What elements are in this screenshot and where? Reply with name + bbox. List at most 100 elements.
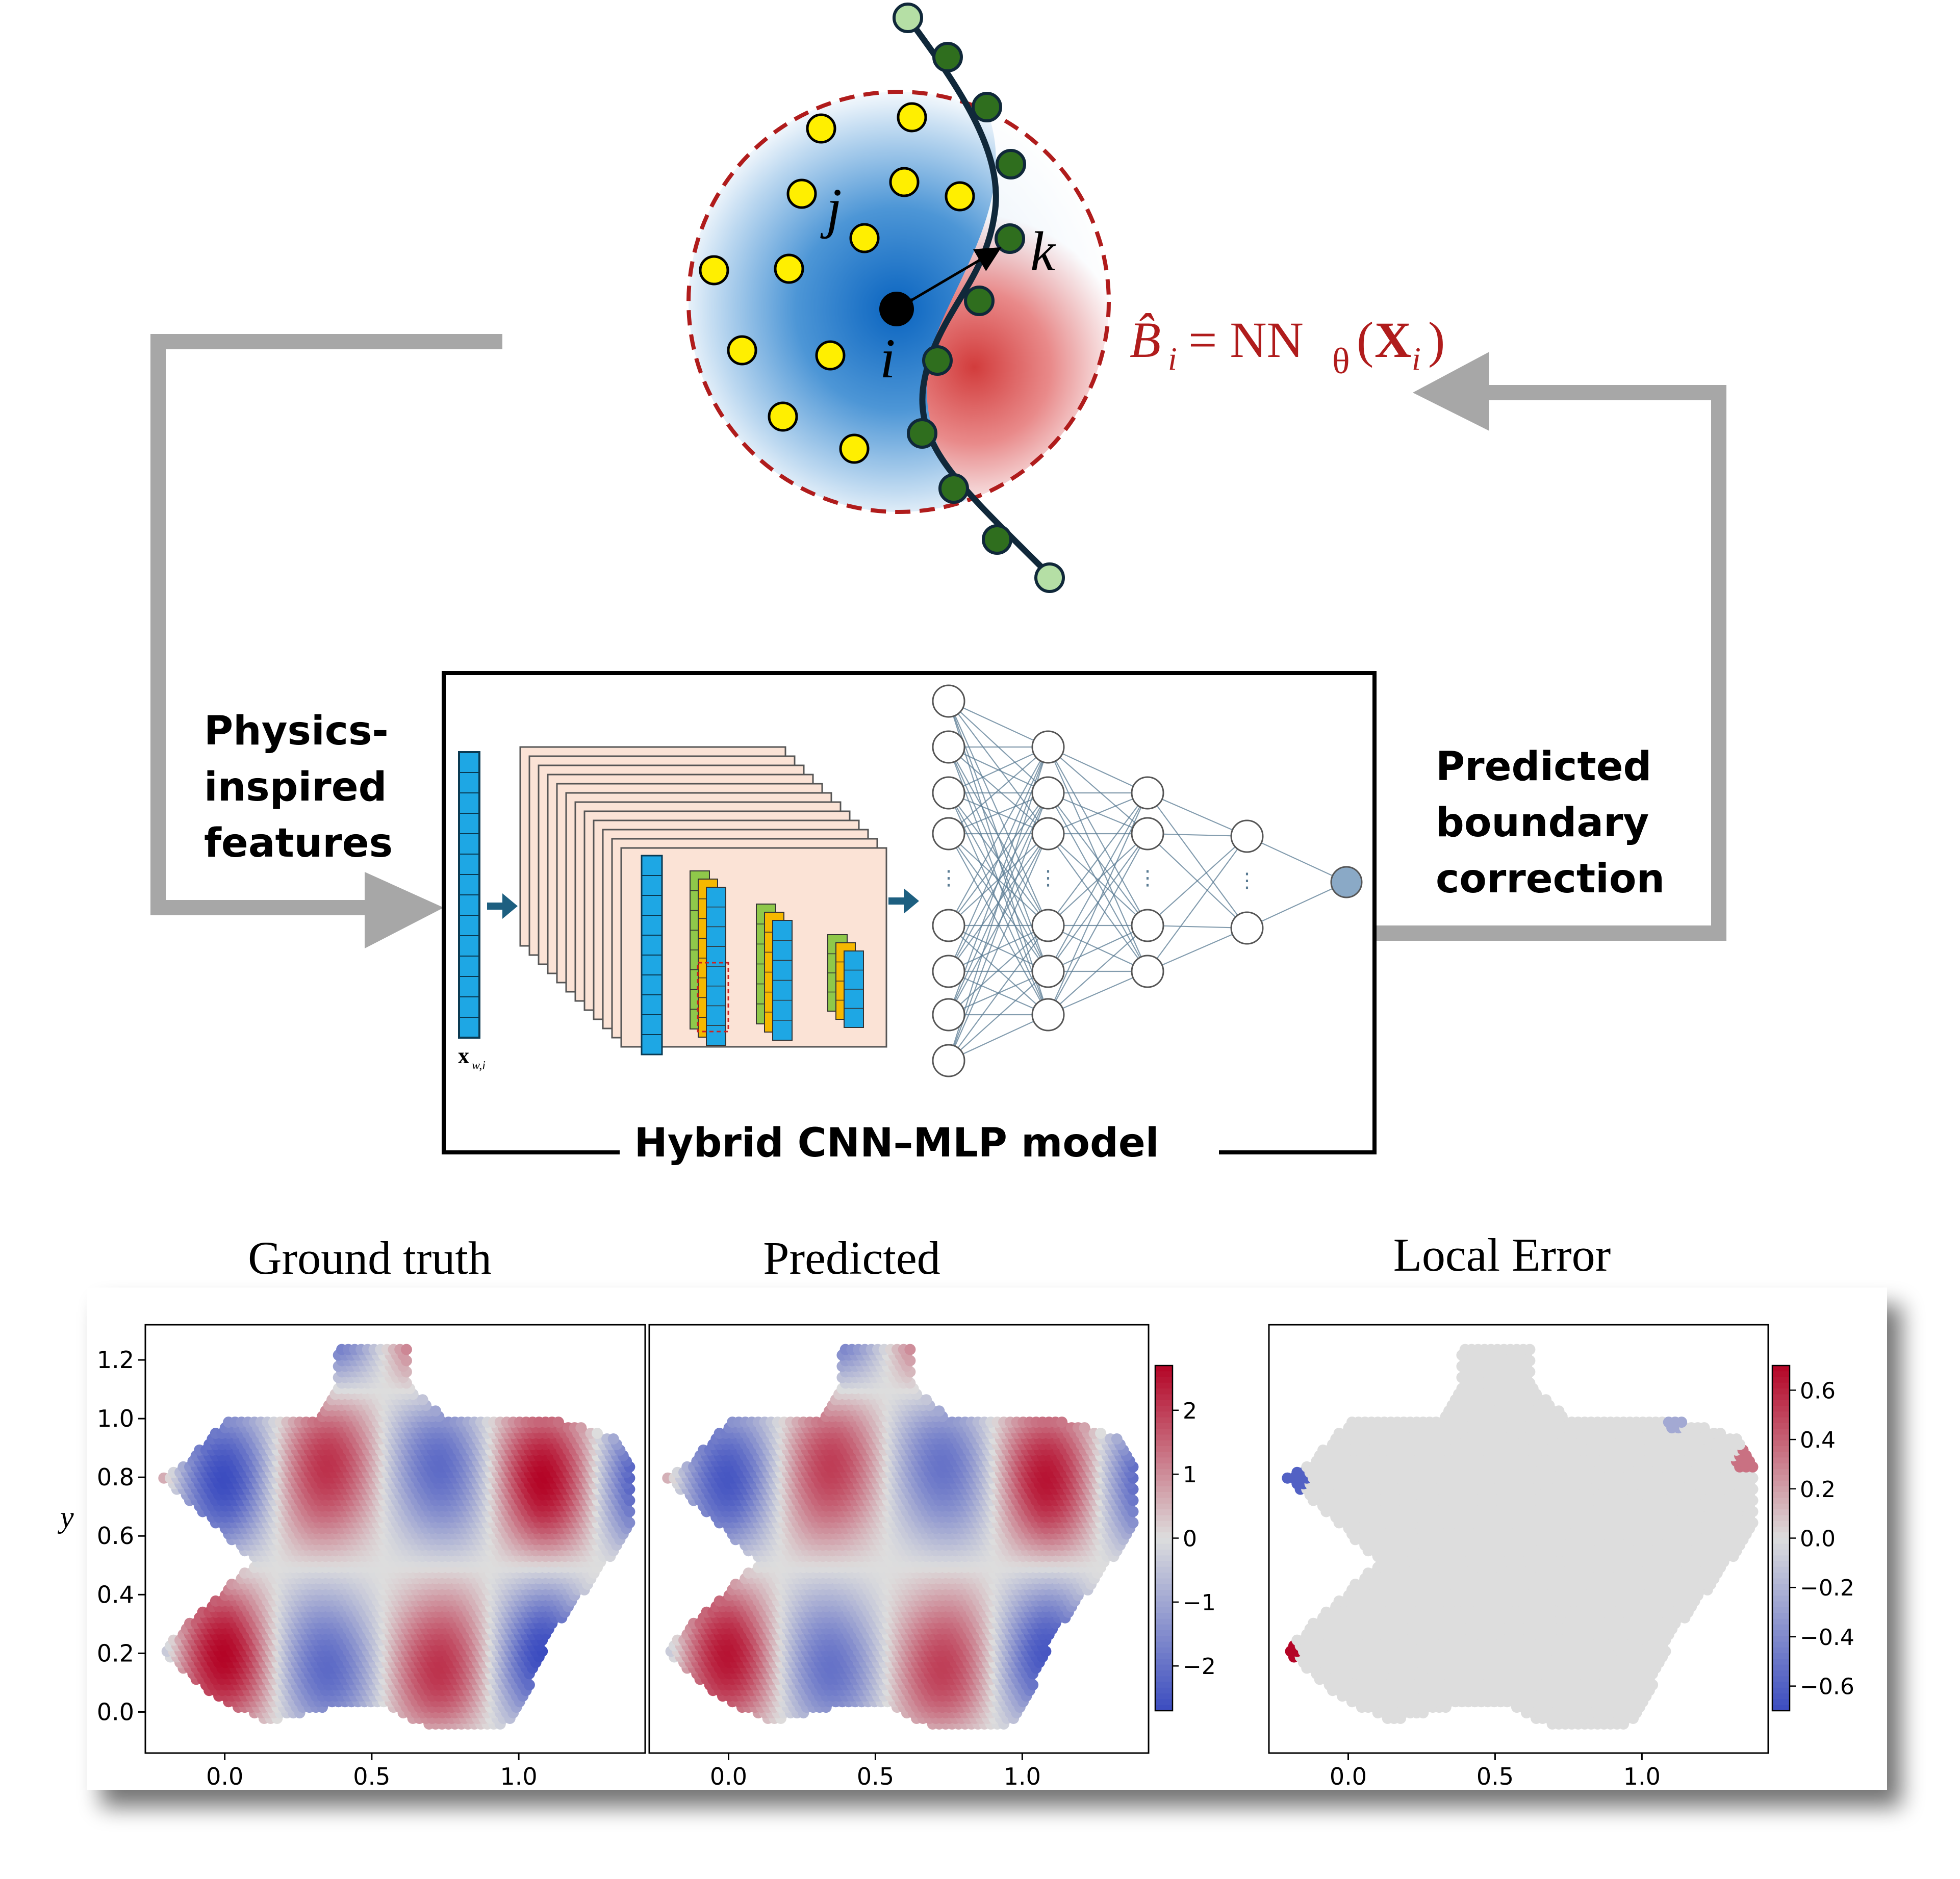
center-node-i bbox=[879, 292, 914, 326]
mlp-connection bbox=[1048, 970, 1148, 1016]
mlp-connection bbox=[948, 833, 1049, 1015]
mlp-connection bbox=[1147, 833, 1248, 837]
mlp-neuron-4-1 bbox=[1230, 819, 1264, 853]
interior-node-6 bbox=[849, 223, 880, 253]
plots-layer: 0.0 0.5 1.01.21.00.80.60.40.20.0y0.0 0.5 1.0… bbox=[57, 1324, 1854, 1790]
mlp-connection bbox=[948, 747, 1049, 834]
mlp-neuron-2-1 bbox=[1031, 730, 1065, 764]
interior-node-3 bbox=[786, 178, 817, 209]
right-loop-arrowhead bbox=[1413, 352, 1489, 431]
equation-theta: θ bbox=[1332, 341, 1350, 381]
mlp-connection bbox=[1048, 925, 1148, 972]
mlp-connection bbox=[1147, 792, 1248, 837]
mlp-connection bbox=[1048, 792, 1148, 835]
receptive-field-box bbox=[697, 962, 729, 1033]
arrow-to-mlp bbox=[888, 888, 919, 914]
mlp-neuron-1-3 bbox=[932, 776, 965, 810]
interior-node-1 bbox=[806, 113, 836, 144]
hex-cell bbox=[400, 1344, 412, 1355]
mlp-connection bbox=[948, 747, 1049, 1061]
plot-ground-truth: 0.0 0.5 1.01.21.00.80.60.40.20.0y bbox=[57, 1324, 646, 1790]
interior-nodes bbox=[699, 102, 975, 464]
interior-node-11 bbox=[768, 401, 798, 432]
label-i: i bbox=[880, 327, 896, 390]
feedback-loop bbox=[150, 334, 1726, 948]
mlp-connection bbox=[948, 747, 1049, 1015]
neighborhood-diagram: j k i bbox=[686, 3, 1111, 593]
model-title: Hybrid CNN–MLP model bbox=[634, 1120, 1159, 1166]
boundary-node-10 bbox=[982, 524, 1012, 555]
mlp-ellipsis: ⋮ bbox=[1038, 866, 1058, 890]
mlp-connection bbox=[948, 792, 1049, 1061]
model-box: Hybrid CNN–MLP model x w,i ⋮ ⋮ ⋮ ⋮ bbox=[442, 671, 1377, 1166]
mlp-connection bbox=[1048, 792, 1148, 926]
mlp-neuron-1-4 bbox=[932, 817, 965, 851]
y-tick-label: 0.4 bbox=[97, 1581, 134, 1608]
hex-cell bbox=[552, 1417, 564, 1428]
input-feature-vector bbox=[458, 751, 480, 1039]
interior-node-9 bbox=[727, 335, 757, 366]
x-tick-label: 1.0 bbox=[500, 1763, 538, 1790]
mlp-neuron-1-7 bbox=[932, 998, 965, 1032]
mlp-connection bbox=[1246, 882, 1347, 929]
hex-cell bbox=[607, 1433, 619, 1445]
mlp-connection bbox=[948, 747, 1049, 926]
y-tick-label: 0.8 bbox=[97, 1463, 134, 1491]
boundary-node-11 bbox=[1034, 562, 1065, 593]
support-radius-circle bbox=[686, 90, 1111, 514]
mlp-connection bbox=[1048, 747, 1148, 834]
mlp-neuron-4-2 bbox=[1230, 911, 1264, 945]
mlp-neuron-2-3 bbox=[1031, 817, 1065, 851]
right-loop-line bbox=[1374, 385, 1726, 941]
interior-node-12 bbox=[839, 433, 870, 464]
equation-X: X bbox=[1374, 312, 1411, 368]
mlp-connection bbox=[948, 747, 1049, 793]
mlp-connection bbox=[948, 1014, 1049, 1061]
mlp-connection bbox=[948, 925, 1049, 1061]
y-tick-label: 1.0 bbox=[97, 1405, 134, 1432]
arrow-to-cnn bbox=[487, 893, 518, 919]
mlp-ellipsis: ⋮ bbox=[1137, 866, 1158, 890]
mlp-connection bbox=[1147, 836, 1248, 972]
model-box-frame bbox=[442, 671, 1377, 1154]
mlp-connection bbox=[1048, 747, 1148, 793]
mlp-connection bbox=[1147, 792, 1248, 929]
hex-cell bbox=[430, 1405, 441, 1417]
mlp-connection bbox=[1047, 792, 1149, 1015]
left-loop-arrowhead bbox=[365, 872, 444, 948]
distance-arrow bbox=[886, 247, 1002, 322]
predicted-correction-label: Predicted boundary correction bbox=[1436, 744, 1666, 902]
input-label: x bbox=[458, 1043, 469, 1068]
cnn-feature-maps bbox=[519, 746, 887, 1056]
mlp-connection bbox=[1048, 925, 1148, 1015]
mlp-neuron-5-1 bbox=[1330, 866, 1363, 898]
mlp-connection bbox=[948, 971, 1049, 1061]
boundary-node-1 bbox=[893, 3, 923, 33]
mlp-connection bbox=[1147, 927, 1248, 972]
interior-node-2 bbox=[897, 102, 927, 133]
hex-cell bbox=[417, 1394, 428, 1406]
physics-features-line-1: Physics- bbox=[204, 708, 389, 754]
mlp-neuron-3-2 bbox=[1131, 817, 1164, 851]
boundary-node-6 bbox=[964, 286, 995, 316]
y-tick-label: 0.0 bbox=[97, 1698, 134, 1726]
mlp-neuron-3-1 bbox=[1131, 776, 1164, 810]
boundary-node-4 bbox=[996, 149, 1026, 179]
equation: B̂ i = NN θ ( X i ) bbox=[1130, 312, 1445, 381]
boundary-node-7 bbox=[922, 345, 953, 376]
y-tick-label: 0.2 bbox=[97, 1639, 134, 1667]
mlp-neuron-1-8 bbox=[932, 1044, 965, 1077]
equation-lhs-sub: i bbox=[1168, 341, 1177, 377]
mlp-neuron-3-4 bbox=[1131, 955, 1164, 988]
mlp-neuron-2-6 bbox=[1031, 998, 1065, 1032]
boundary-node-3 bbox=[972, 92, 1002, 122]
mlp-neuron-2-4 bbox=[1031, 909, 1065, 942]
mlp-neuron-1-5 bbox=[932, 909, 965, 942]
x-tick-label: 0.0 bbox=[206, 1763, 243, 1790]
predicted-correction-line-1: Predicted bbox=[1436, 744, 1651, 790]
mlp-connection bbox=[1048, 833, 1148, 1015]
equation-close-paren: ) bbox=[1428, 312, 1445, 368]
mlp-neuron-3-3 bbox=[1131, 909, 1164, 942]
boundary-node-9 bbox=[938, 473, 969, 504]
mlp-connection bbox=[948, 747, 1049, 972]
